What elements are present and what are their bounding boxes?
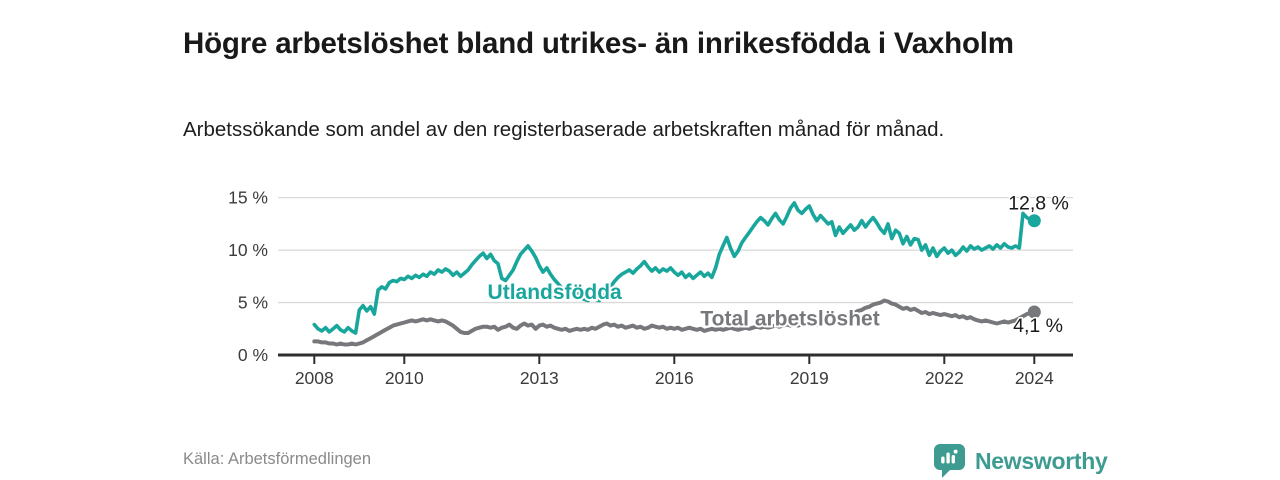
- series-line-utlandsfodda: [312, 201, 1037, 335]
- newsworthy-brand: Newsworthy: [933, 443, 1108, 479]
- y-tick-label: 10 %: [228, 240, 268, 260]
- newsworthy-logo-icon: [934, 444, 965, 478]
- x-tick-label: 2019: [790, 368, 829, 388]
- end-value-label-total: 4,1 %: [1013, 315, 1063, 337]
- series-end-dot-utlandsfodda: [1027, 214, 1041, 228]
- source-note: Källa: Arbetsförmedlingen: [183, 450, 372, 468]
- end-value-label-utlandsfodda: 12,8 %: [1008, 193, 1069, 215]
- x-tick-label: 2024: [1015, 368, 1054, 388]
- series-label-utlandsfodda: Utlandsfödda: [488, 281, 622, 304]
- chart-subtitle: Arbetssökande som andel av den registerb…: [183, 117, 945, 141]
- y-tick-label: 15 %: [228, 188, 268, 208]
- y-tick-label: 0 %: [238, 345, 268, 365]
- series-label-total: Total arbetslöshet: [700, 307, 879, 330]
- x-tick-label: 2010: [385, 368, 424, 388]
- chart-title: Högre arbetslöshet bland utrikes- än inr…: [183, 26, 1014, 60]
- series-line-total: [312, 298, 1037, 347]
- x-tick-label: 2022: [925, 368, 964, 388]
- bar-chart-glyph: [941, 449, 958, 464]
- x-tick-label: 2008: [295, 368, 334, 388]
- y-tick-label: 5 %: [238, 293, 268, 313]
- x-tick-label: 2016: [655, 368, 694, 388]
- series-end-dot-total: [1027, 305, 1041, 319]
- x-tick-label: 2013: [520, 368, 559, 388]
- brand-name: Newsworthy: [975, 447, 1108, 474]
